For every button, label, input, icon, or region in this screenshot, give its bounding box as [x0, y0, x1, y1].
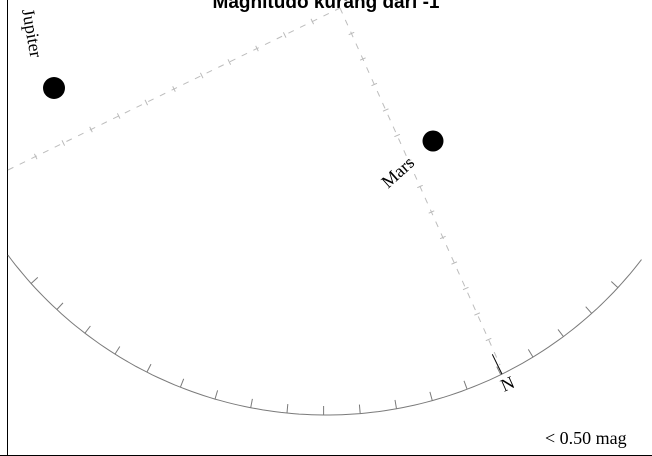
grid-tick — [394, 133, 401, 138]
grid-tick — [485, 337, 492, 342]
grid-tick — [116, 113, 121, 119]
grid-tick — [33, 153, 38, 160]
chart-title: Magnitudo kurang dari -1 — [212, 0, 440, 13]
grid-tick — [255, 45, 259, 52]
grid-tick — [451, 261, 458, 265]
north-label: N — [497, 372, 517, 396]
grid-tick — [199, 72, 204, 79]
jupiter-dot-icon — [43, 77, 65, 99]
grid-tick — [474, 312, 481, 316]
jupiter-label: Jupiter — [18, 7, 46, 59]
horizon-tick — [114, 346, 121, 355]
horizon-ticks — [30, 277, 619, 415]
horizon-tick — [179, 378, 185, 388]
horizon-tick — [146, 363, 152, 373]
grid-tick — [144, 99, 149, 106]
horizon-tick — [286, 404, 289, 414]
horizon-tick — [30, 277, 39, 284]
horizon-tick — [56, 302, 64, 310]
horizon-tick — [429, 391, 433, 401]
horizon-tick — [557, 329, 564, 337]
magnitude-legend: < 0.50 mag — [545, 428, 627, 448]
horizon-tick — [394, 399, 397, 409]
grid-tick — [382, 108, 389, 112]
horizon-tick — [463, 380, 468, 390]
coordinate-grid — [7, 7, 501, 366]
horizon-tick — [496, 366, 502, 375]
grid-tick — [359, 57, 366, 61]
horizon-tick — [527, 349, 534, 358]
grid-tick — [89, 126, 93, 133]
horizon-tick — [585, 306, 593, 314]
grid-tick — [348, 31, 355, 36]
horizon-arc — [7, 254, 642, 416]
horizon-tick — [610, 281, 619, 288]
mars-label: Mars — [377, 152, 418, 192]
horizon-tick — [214, 390, 219, 400]
grid-ticks — [33, 18, 492, 342]
grid-tick — [282, 32, 287, 38]
horizon-tick — [250, 398, 253, 408]
grid-tick — [417, 184, 423, 189]
grid-tick — [462, 286, 469, 291]
grid-tick — [227, 59, 232, 65]
horizon-tick — [84, 325, 91, 334]
grid-tick — [61, 140, 66, 146]
grid-tick — [371, 82, 378, 87]
grid-tick — [172, 86, 176, 92]
horizon-tick — [358, 404, 361, 414]
grid-tick — [310, 18, 315, 25]
grid-tick — [439, 235, 446, 240]
grid-tick — [428, 210, 435, 214]
mars-dot-icon — [422, 130, 444, 152]
north-tick — [491, 354, 503, 375]
grid-tick — [405, 159, 412, 163]
